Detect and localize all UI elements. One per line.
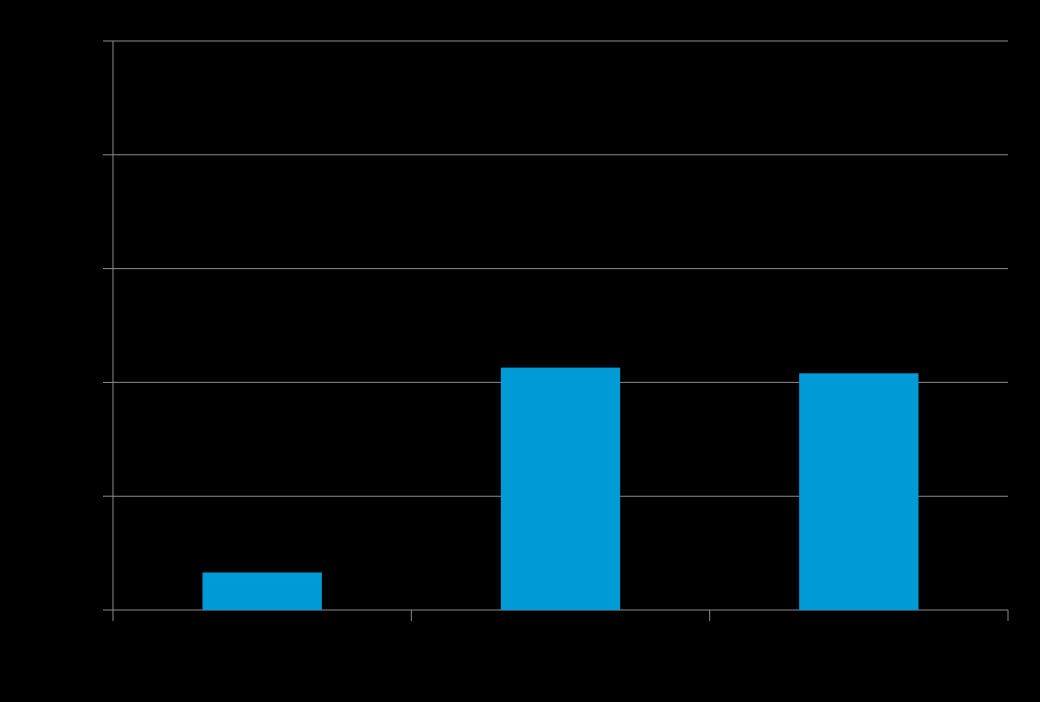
- bar: [202, 572, 322, 610]
- bar: [799, 373, 919, 610]
- bar: [500, 367, 621, 610]
